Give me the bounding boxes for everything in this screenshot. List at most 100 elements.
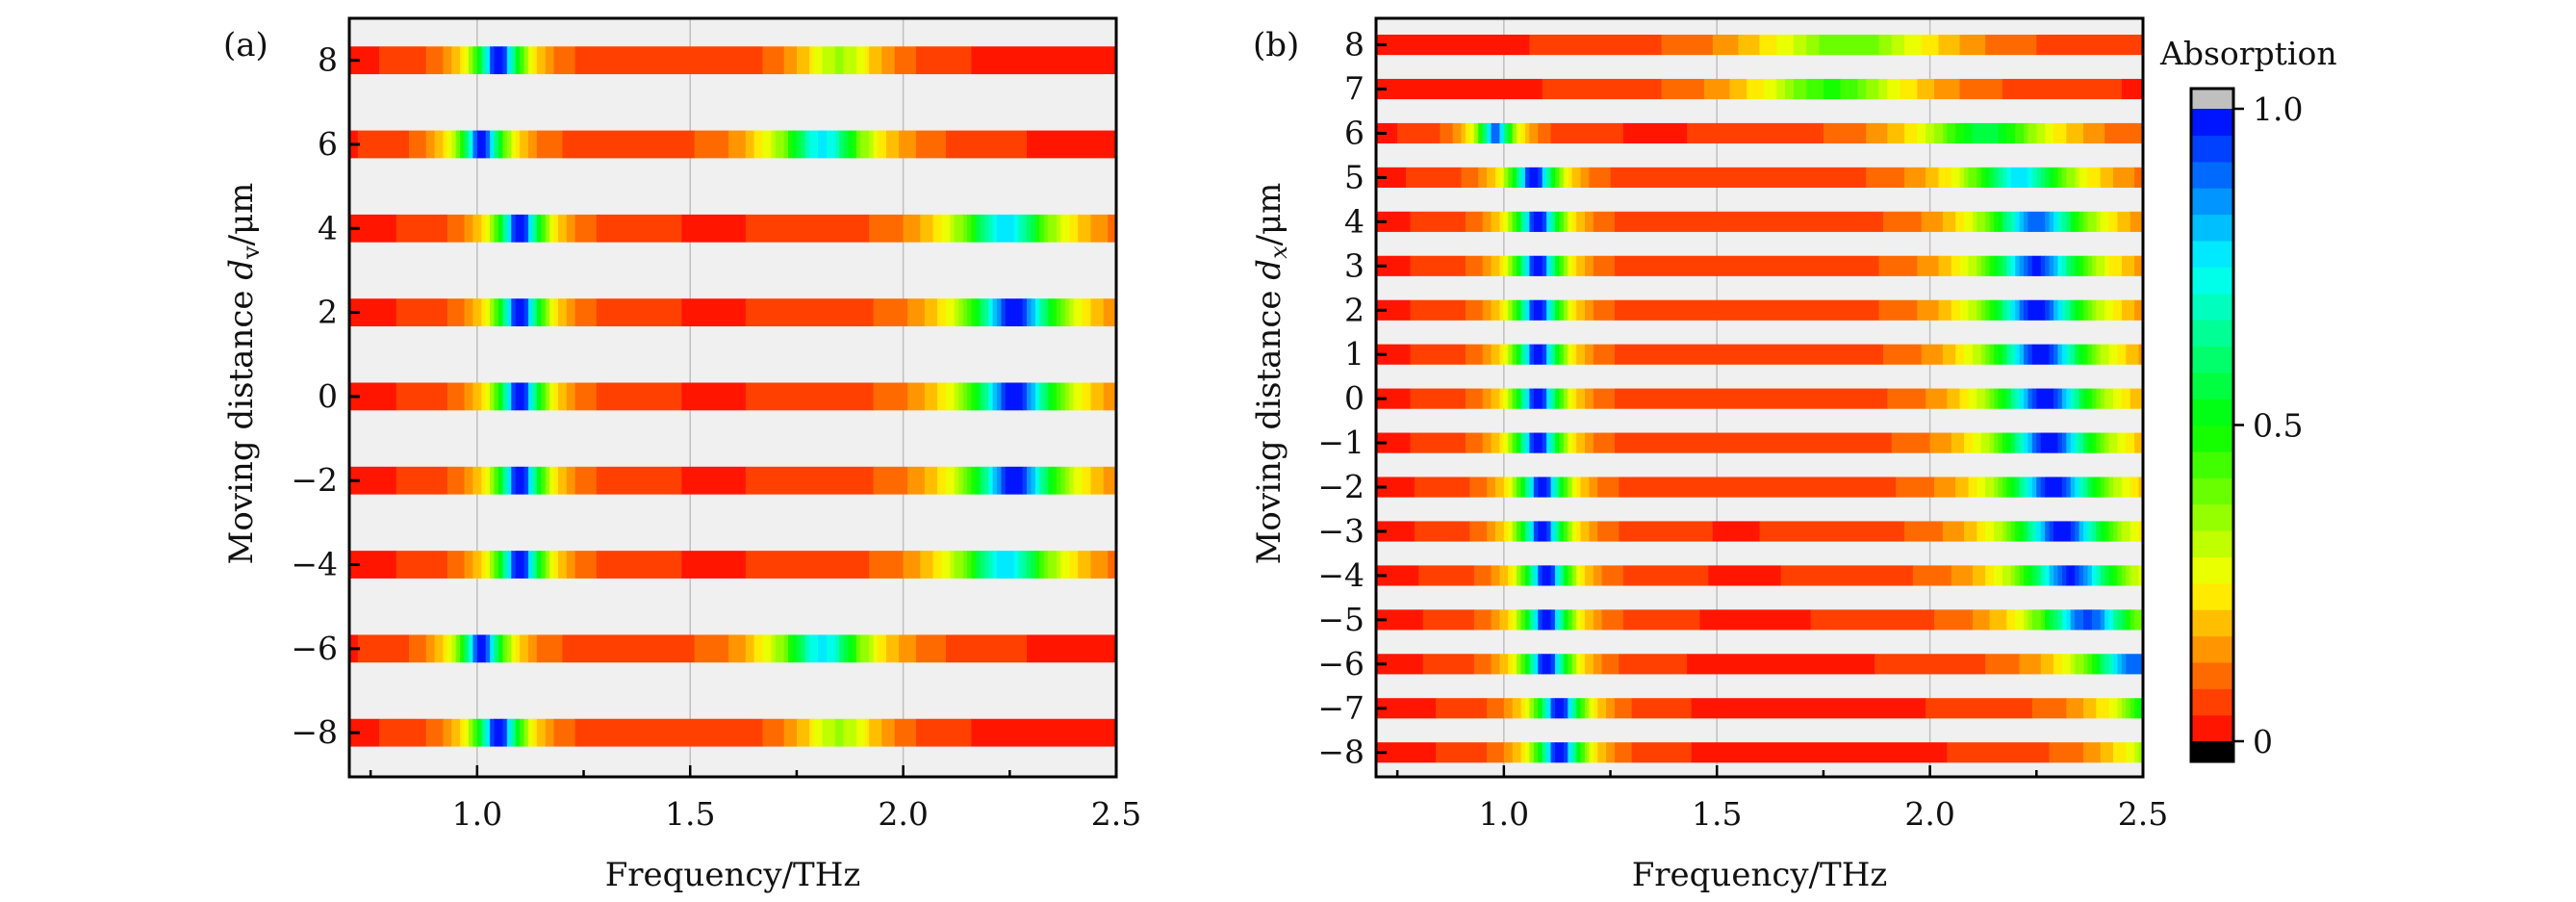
heatmap-cell: [2045, 122, 2054, 144]
heatmap-cell: [745, 551, 870, 579]
heatmap-cell: [1866, 78, 1880, 100]
heatmap-cell: [2126, 654, 2144, 675]
heatmap-cell: [1887, 388, 1926, 409]
heatmap-cell: [2130, 388, 2144, 409]
heatmap-cell: [2079, 344, 2084, 365]
heatmap-cell: [497, 382, 503, 411]
heatmap-cell: [1039, 382, 1045, 411]
heatmap-cell: [1027, 466, 1033, 495]
heatmap-cell: [1994, 388, 2000, 409]
heatmap-cell: [485, 634, 491, 663]
heatmap-cell: [1947, 122, 1956, 144]
heatmap-cell: [494, 46, 503, 75]
heatmap-cell: [745, 382, 875, 411]
heatmap-cell: [490, 718, 496, 747]
heatmap-row: [349, 718, 1117, 747]
y-axis-title-var: d: [222, 259, 261, 280]
heatmap-cell: [1563, 388, 1569, 409]
heatmap-cell: [2134, 299, 2144, 321]
heatmap-row: [1376, 35, 2144, 56]
heatmap-cell: [804, 634, 810, 663]
heatmap-cell: [2045, 477, 2063, 498]
heatmap-cell: [2010, 388, 2016, 409]
heatmap-cell: [2108, 432, 2119, 453]
heatmap-cell: [545, 214, 550, 243]
heatmap-row: [1376, 609, 2144, 631]
heatmap-cell: [1005, 382, 1024, 411]
heatmap-cell: [481, 551, 487, 579]
heatmap-cell: [2087, 211, 2097, 232]
heatmap-cell: [2087, 344, 2093, 365]
heatmap-cell: [2104, 255, 2110, 276]
heatmap-cell: [1524, 388, 1530, 409]
heatmap-cell: [1703, 78, 1731, 100]
heatmap-cell: [1576, 299, 1586, 321]
heatmap-cell: [1520, 477, 1526, 498]
heatmap-cell: [1593, 211, 1616, 232]
heatmap-cell: [1376, 35, 1530, 56]
heatmap-cell: [1559, 299, 1565, 321]
heatmap-cell: [2121, 654, 2127, 675]
heatmap-cell: [1103, 382, 1117, 411]
heatmap-cell: [497, 130, 503, 159]
colorbar-level: [2191, 714, 2233, 742]
heatmap-cell: [2061, 654, 2072, 675]
heatmap-cell: [1517, 299, 1522, 321]
heatmap-cell: [834, 718, 845, 747]
heatmap-cell: [1542, 255, 1547, 276]
heatmap-row: [1376, 388, 2144, 409]
heatmap-cell: [2130, 521, 2140, 542]
heatmap-cell: [1964, 211, 1974, 232]
heatmap-cell: [1533, 299, 1543, 321]
heatmap-cell: [557, 298, 568, 326]
heatmap-cell: [378, 46, 427, 75]
colorbar-title: Absorption: [2159, 35, 2337, 72]
heatmap-cell: [1994, 299, 2000, 321]
heatmap-cell: [460, 718, 466, 747]
heatmap-cell: [1499, 299, 1505, 321]
heatmap-cell: [2040, 255, 2046, 276]
heatmap-cell: [1998, 299, 2003, 321]
heatmap-cell: [446, 466, 466, 495]
heatmap-cell: [1069, 551, 1079, 579]
heatmap-cell: [2117, 521, 2123, 542]
heatmap-cell: [1759, 521, 1905, 542]
heatmap-cell: [1524, 521, 1530, 542]
heatmap-cell: [1554, 698, 1565, 719]
heatmap-cell: [472, 466, 482, 495]
heatmap-cell: [1994, 565, 2003, 586]
heatmap-cell: [1601, 609, 1624, 631]
heatmap-cell: [1520, 255, 1526, 276]
heatmap-cell: [541, 298, 547, 326]
heatmap-cell: [728, 634, 747, 663]
heatmap-cell: [506, 634, 512, 663]
heatmap-cell: [2100, 609, 2105, 631]
heatmap-cell: [2108, 211, 2119, 232]
heatmap-cell: [1559, 521, 1565, 542]
heatmap-cell: [1090, 298, 1105, 326]
heatmap-cell: [2108, 698, 2119, 719]
heatmap-cell: [2134, 167, 2144, 188]
heatmap-cell: [1508, 388, 1514, 409]
heatmap-cell: [937, 382, 947, 411]
panel-label-a: (a): [223, 26, 268, 64]
heatmap-cell: [958, 466, 964, 495]
heatmap-cell: [2121, 388, 2131, 409]
heatmap-cell: [1410, 344, 1467, 365]
y-tick-label: 0: [318, 377, 338, 415]
heatmap-cell: [1593, 388, 1616, 409]
heatmap-cell: [1533, 388, 1543, 409]
heatmap-cell: [1955, 211, 1965, 232]
heatmap-row: [349, 634, 1117, 663]
heatmap-cell: [1542, 698, 1547, 719]
heatmap-cell: [506, 130, 512, 159]
heatmap-cell: [1491, 255, 1501, 276]
heatmap-cell: [1571, 609, 1577, 631]
heatmap-cell: [497, 298, 503, 326]
heatmap-cell: [2079, 255, 2084, 276]
heatmap-cell: [2121, 609, 2127, 631]
heatmap-cell: [1473, 609, 1492, 631]
heatmap-cell: [1503, 211, 1509, 232]
heatmap-cell: [2024, 521, 2029, 542]
heatmap-cell: [1550, 122, 1624, 144]
